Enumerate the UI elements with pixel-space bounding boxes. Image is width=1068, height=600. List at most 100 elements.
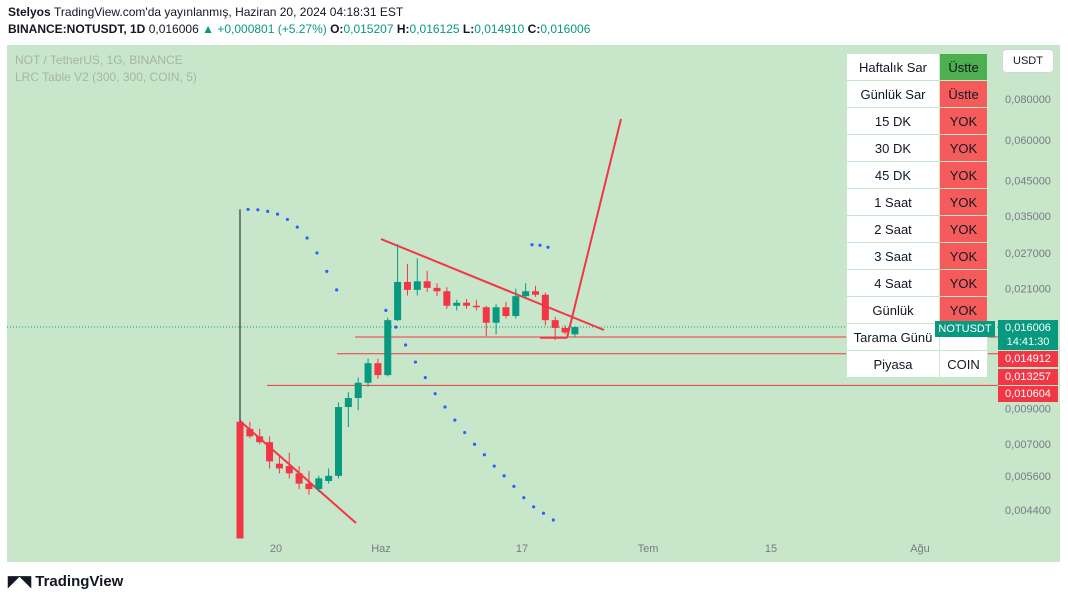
last-price-badge: 0,016006 14:41:30 [998,320,1058,350]
table-label: 2 Saat [846,215,940,243]
table-row: 1 Saat YOK [846,188,988,216]
symbol-badge: NOTUSDT [935,321,995,337]
table-label: Tarama Günü [846,323,940,351]
candle-body [413,281,421,290]
published-line: TradingView.com'da yayınlanmış, Haziran … [54,5,404,19]
sar-dot [546,245,550,249]
candle-body [295,473,303,484]
candle-body [463,302,471,306]
tradingview-logo[interactable]: ◤◥ TradingView [8,572,123,590]
sar-dot [325,269,329,273]
y-tick-label: 0,060000 [1005,135,1051,147]
table-value: YOK [939,161,988,189]
sar-dot [492,464,496,468]
table-value: Üstte [939,80,988,108]
candle-body [423,281,431,288]
candle-body [384,320,392,376]
close-value: 0,016006 [540,22,591,36]
y-tick-label: 0,004400 [1005,505,1051,517]
table-row: Günlük Sar Üstte [846,80,988,108]
y-tick-label: 0,005600 [1005,471,1051,483]
table-value: YOK [939,107,988,135]
sar-dot [275,212,280,216]
sar-dot [530,243,534,247]
sar-dot [335,288,339,292]
candle-body [403,281,411,290]
sar-dot [538,243,542,247]
y-tick-label: 0,027000 [1005,248,1051,260]
candle-body [236,421,244,539]
table-row: 15 DK YOK [846,107,988,135]
table-value: YOK [939,296,988,324]
sar-dot [541,511,546,515]
publisher-name: Stelyos [8,5,51,19]
sar-dot [433,392,437,396]
sar-dot [266,209,270,213]
x-tick-label: 15 [765,543,777,555]
table-label: 1 Saat [846,188,940,216]
table-label: 4 Saat [846,269,940,297]
candle-body [266,442,274,462]
sar-dot [463,430,467,435]
candle-body [325,475,333,481]
ohlc-header: BINANCE:NOTUSDT, 1D 0,016006 ▲ +0,000801… [8,22,590,36]
low-value: 0,014910 [474,22,525,36]
candle-body [364,363,372,383]
candle-body [335,407,342,476]
table-row: 4 Saat YOK [846,269,988,297]
tradingview-logo-text: TradingView [35,573,124,590]
table-label: 30 DK [846,134,940,162]
sar-dot [472,442,477,446]
projection-line [566,118,622,339]
table-value: Üstte [939,53,988,81]
sar-dot [522,496,526,500]
table-label: Günlük [846,296,940,324]
candle-body [275,463,283,469]
low-label: L: [462,22,475,36]
candle-body [532,291,539,295]
candle-body [285,466,293,474]
last-price-badge-value: 0,016006 [1005,322,1051,334]
sar-dot [285,217,289,222]
sar-dot [502,474,506,478]
close-label: C: [527,22,541,36]
sar-dot [384,308,388,312]
sar-dot [295,225,299,229]
table-row: 2 Saat YOK [846,215,988,243]
table-value: YOK [939,134,988,162]
high-value: 0,016125 [409,22,460,36]
candle-body [551,320,559,328]
sar-dot [315,251,319,255]
lrc-table: Haftalık Sar Üstte Günlük Sar Üstte 15 DK YOK… [846,53,988,378]
sar-dot [443,405,447,409]
symbol-label: BINANCE:NOTUSDT, 1D [8,22,146,36]
sar-dot [512,484,516,488]
candle-body [522,291,530,297]
candle-body [433,287,441,292]
table-row: Günlük YOK [846,296,988,324]
candle-body [443,291,451,306]
open-label: O: [330,22,344,36]
level-badge-3: 0,010604 [998,386,1058,402]
candle-body [354,382,362,398]
publish-header: Stelyos TradingView.com'da yayınlanmış, … [8,5,403,19]
table-value: YOK [939,242,988,270]
tradingview-logo-icon: ◤◥ [8,573,32,590]
candle-body [502,307,510,316]
currency-button[interactable]: USDT [1002,49,1054,73]
sar-dot [453,418,457,422]
sar-dot [394,325,398,329]
sar-dot [482,453,486,457]
candle-body [571,327,579,335]
x-tick-label: 17 [516,543,528,555]
table-label: 15 DK [846,107,940,135]
candle-body [541,294,549,321]
candle-body [344,397,352,408]
candle-body [492,307,500,323]
table-value: YOK [939,188,988,216]
trendline-upper [380,238,605,331]
table-label: 3 Saat [846,242,940,270]
table-label: Günlük Sar [846,80,940,108]
sar-dot [305,236,309,240]
table-value: YOK [939,269,988,297]
